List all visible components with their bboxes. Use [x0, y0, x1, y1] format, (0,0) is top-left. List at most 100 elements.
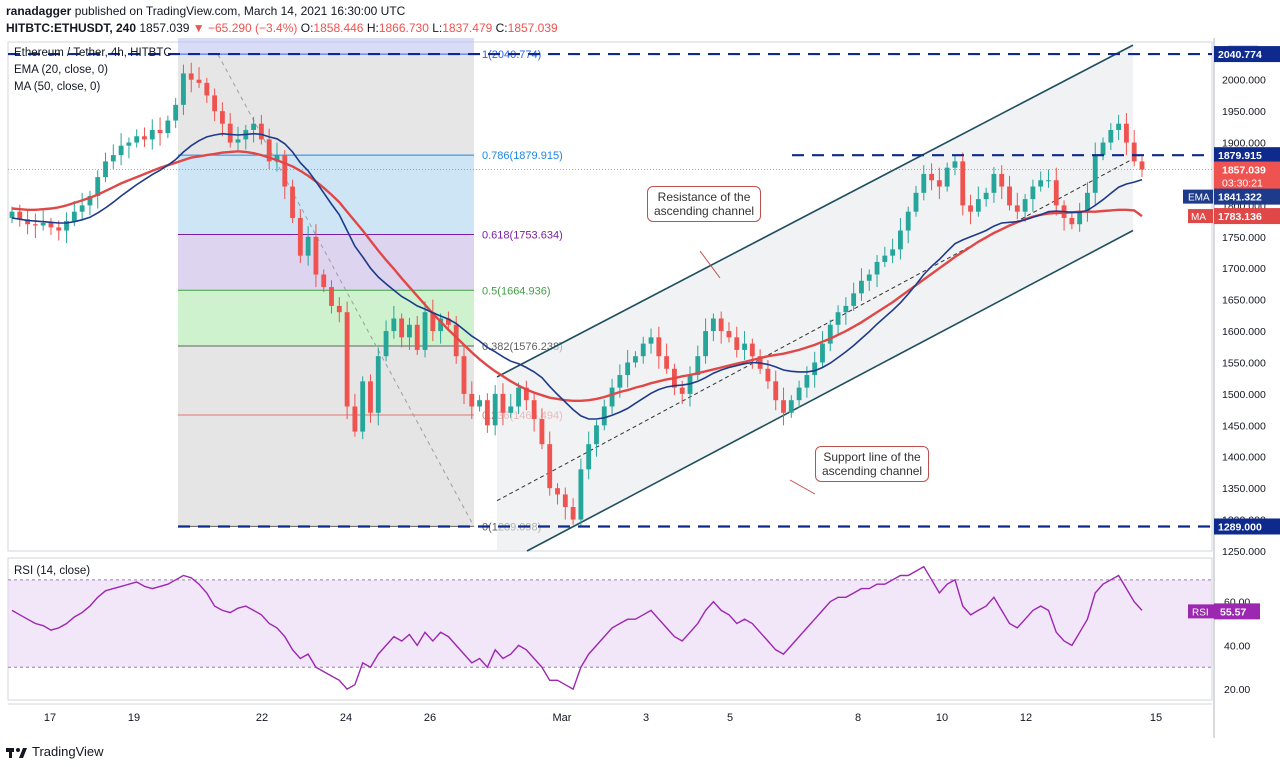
- time-tick-0: 17: [44, 712, 56, 724]
- candle-body-66: [523, 387, 529, 401]
- candle-body-52: [414, 324, 420, 350]
- candle-body-138: [1085, 192, 1090, 212]
- time-tick-8: 8: [855, 712, 861, 724]
- legend-title: Ethereum / Tether, 4h, HITBTC: [14, 47, 172, 59]
- candle-body-37: [297, 217, 303, 256]
- candle-body-131: [1030, 186, 1036, 200]
- candle-body-0: [9, 211, 15, 218]
- tradingview-logo[interactable]: TradingView: [6, 744, 104, 759]
- chart-header: ranadagger published on TradingView.com,…: [0, 0, 1280, 38]
- candle-body-35: [282, 155, 288, 187]
- candle-body-29: [235, 139, 241, 143]
- candle-body-78: [617, 375, 623, 388]
- candle-body-67: [531, 400, 537, 420]
- candle-body-80: [633, 356, 638, 363]
- candle-body-14: [118, 145, 124, 156]
- candle-body-115: [905, 211, 911, 231]
- time-tick-10: 12: [1020, 712, 1032, 724]
- ma50-line: [11, 150, 1143, 402]
- candle-body-40: [321, 274, 327, 288]
- resistance-line: [496, 44, 1134, 378]
- resistance-callout: Resistance of the ascending channel: [647, 186, 762, 222]
- time-tick-4: 26: [424, 712, 436, 724]
- chart-footer: TradingView: [0, 738, 1280, 767]
- level-2040-tag-bg: [1214, 46, 1280, 63]
- price-tick-0: 2000.000: [1222, 75, 1266, 87]
- rsi-band: [8, 579, 1212, 668]
- candle-body-3: [32, 224, 38, 226]
- candle-body-130: [1022, 199, 1028, 212]
- candle-body-53: [422, 312, 428, 350]
- candle-body-11: [95, 177, 101, 196]
- publisher-name[interactable]: ranadagger: [6, 4, 72, 18]
- tradingview-icon: [6, 747, 27, 758]
- price-tick-8: 1600.000: [1222, 326, 1266, 338]
- fib-band-4: [178, 345, 474, 415]
- ema-tag: EMA: [1188, 193, 1210, 204]
- candle-body-132: [1038, 180, 1044, 187]
- fib-band-5: [178, 414, 474, 527]
- candle-body-41: [329, 287, 334, 306]
- candle-body-43: [344, 312, 350, 407]
- symbol-label: HITBTC:ETHUSDT, 240: [6, 21, 137, 35]
- candle-body-104: [820, 343, 825, 363]
- candle-body-125: [983, 192, 989, 200]
- candle-body-142: [1116, 123, 1122, 130]
- time-tick-6: 3: [643, 712, 649, 724]
- candle-body-126: [991, 173, 997, 193]
- candle-body-89: [703, 331, 709, 357]
- level-1289-tag-bg: [1214, 518, 1280, 535]
- candle-body-48: [383, 331, 389, 357]
- candle-body-56: [445, 318, 451, 325]
- candle-body-129: [1014, 205, 1020, 212]
- ohlc-line: HITBTC:ETHUSDT, 240 1857.039 ▼ −65.290 (…: [6, 21, 558, 35]
- ma-value-tag-bg: [1214, 208, 1280, 225]
- candle-body-102: [804, 375, 810, 388]
- candle-body-9: [79, 205, 85, 212]
- price-tick-10: 1500.000: [1222, 389, 1266, 401]
- candle-body-69: [547, 444, 553, 489]
- legend-rsi: RSI (14, close): [14, 565, 90, 577]
- time-tick-1: 19: [128, 712, 140, 724]
- candle-body-108: [851, 293, 857, 306]
- ema-value-tag-bg: [1214, 188, 1280, 205]
- candle-body-7: [64, 221, 69, 231]
- rsi-line: [11, 565, 1143, 691]
- candle-body-117: [921, 173, 927, 193]
- candle-body-145: [1139, 161, 1145, 170]
- candle-body-109: [859, 280, 864, 294]
- candle-body-64: [508, 406, 514, 413]
- candle-body-50: [399, 318, 405, 338]
- down-arrow-icon: ▼: [192, 21, 205, 35]
- support-line: [526, 229, 1134, 552]
- candle-body-84: [664, 356, 670, 369]
- candle-body-18: [149, 129, 155, 140]
- resistance-text-2: ascending channel: [654, 204, 755, 218]
- candle-body-16: [134, 136, 140, 143]
- candle-body-51: [407, 324, 412, 338]
- candle-body-72: [570, 507, 576, 520]
- candle-body-76: [601, 406, 607, 426]
- candle-body-93: [734, 337, 740, 350]
- candle-body-1: [17, 211, 23, 220]
- candle-body-39: [313, 236, 319, 275]
- price-tick-2: 1900.000: [1222, 138, 1266, 150]
- candle-body-62: [492, 393, 498, 426]
- candle-body-63: [500, 393, 506, 413]
- fib-label-1: 0.786(1879.915): [482, 150, 563, 162]
- candle-body-92: [726, 331, 732, 338]
- candle-body-24: [196, 79, 202, 83]
- last-price: 1857.039: [139, 21, 190, 35]
- chart-canvas[interactable]: 1(2040.774)0.786(1879.915)0.618(1753.634…: [0, 38, 1280, 738]
- candle-body-49: [391, 318, 397, 332]
- fib-label-2: 0.618(1753.634): [482, 230, 563, 242]
- candle-body-32: [258, 123, 264, 140]
- candle-body-97: [765, 368, 771, 382]
- candle-body-121: [952, 161, 958, 168]
- legend-ma: MA (50, close, 0): [14, 81, 100, 93]
- candle-body-15: [126, 142, 132, 146]
- candle-body-26: [212, 95, 218, 112]
- candle-body-21: [173, 104, 179, 121]
- candle-body-2: [25, 219, 31, 225]
- price-tick-7: 1650.000: [1222, 295, 1266, 307]
